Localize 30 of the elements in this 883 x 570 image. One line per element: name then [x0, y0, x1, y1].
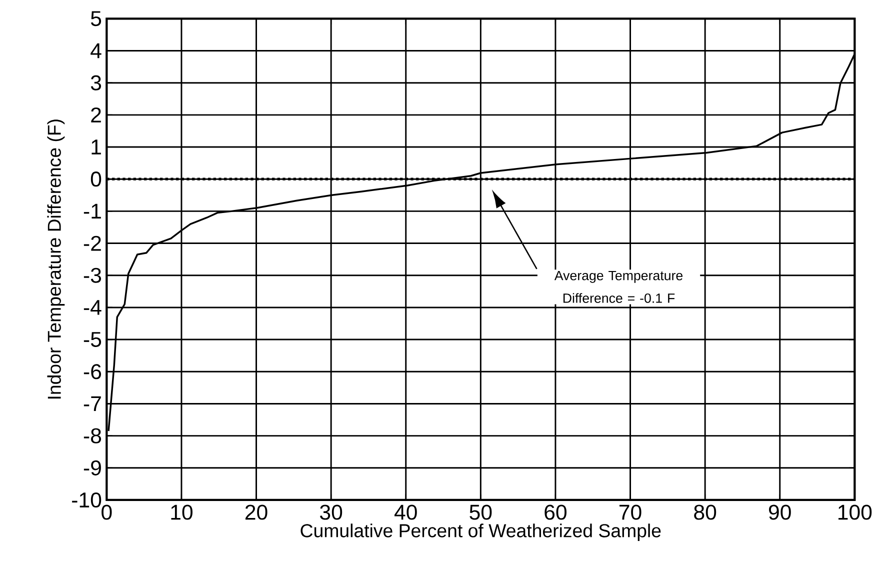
annotation: Average Temperature Difference = -0.1 F: [554, 270, 683, 303]
x-tick-label: 80: [694, 504, 716, 520]
x-tick-label: 20: [245, 504, 268, 520]
y-tick-label: -10: [72, 492, 102, 508]
x-tick-label: 30: [320, 504, 342, 520]
y-tick-label: -8: [84, 428, 102, 444]
x-tick-label: 100: [838, 504, 872, 520]
y-tick-label: -7: [84, 396, 101, 412]
y-tick-label: -1: [84, 204, 101, 219]
y-tick-label: -9: [84, 460, 101, 476]
y-tick-label: 2: [91, 107, 101, 122]
y-tick-label: 3: [90, 75, 102, 90]
y-tick-label: -6: [84, 364, 102, 380]
y-tick-label: -4: [84, 300, 102, 315]
x-tick-label: 70: [619, 504, 642, 520]
x-tick-label: 10: [171, 504, 192, 520]
y-tick-label: 0: [90, 172, 102, 187]
y-tick-label: -5: [84, 332, 102, 347]
y-tick-label: 5: [90, 11, 102, 26]
y-tick-label: -2: [84, 236, 101, 251]
y-tick-label: 4: [90, 43, 102, 58]
x-tick-label: 40: [394, 504, 417, 520]
x-tick-label: 0: [102, 504, 112, 520]
y-tick-label: 1: [92, 140, 101, 154]
x-tick-label: 90: [769, 504, 791, 520]
x-axis-title: Cumulative Percent of Weatherized Sample: [300, 524, 661, 542]
x-tick-label: 50: [470, 504, 492, 520]
y-tick-label: -3: [84, 268, 102, 283]
x-tick-label: 60: [544, 504, 566, 520]
y-axis-title: Indoor Temperature Difference (F): [47, 120, 65, 399]
